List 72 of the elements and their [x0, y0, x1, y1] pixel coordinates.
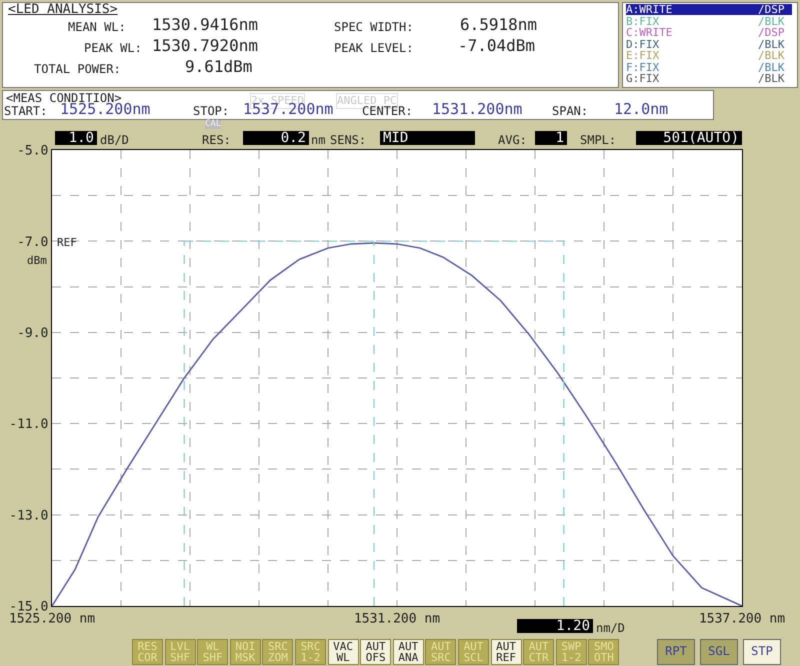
chart-title: <LED ANALYSIS> [8, 2, 118, 17]
text: dB/D [100, 133, 129, 147]
text: 6.5918nm [460, 15, 538, 34]
y-tick-label: -5.0 [17, 144, 48, 159]
text: VAC WL [328, 639, 359, 665]
text: 501(AUTO) [636, 130, 742, 146]
text: SRC ZOM [262, 639, 294, 665]
text: RES: [202, 133, 231, 147]
text: AUT CTR [523, 639, 554, 665]
text: NOI MSK [230, 639, 261, 665]
text: AUT OFS [360, 639, 392, 665]
text: AUT ANA [392, 639, 424, 665]
text: nm/D [596, 621, 625, 635]
y-tick-label: -11.0 [9, 417, 48, 432]
text: A:WRITE [626, 3, 672, 16]
text: MEAN WL: [68, 20, 126, 34]
text: D:FIX [626, 38, 660, 50]
text: WL SHF [197, 639, 228, 665]
text: 9.61dBm [185, 57, 252, 76]
text: AVG: [498, 133, 527, 147]
text: /BLK [758, 49, 784, 62]
text: PEAK WL: [84, 41, 142, 55]
text: START: [4, 104, 48, 118]
text: /DSP [758, 3, 784, 16]
text: /BLK [758, 38, 784, 50]
text: C:WRITE [626, 26, 672, 39]
text: nm [311, 133, 326, 147]
text: MID [380, 130, 475, 146]
text: SRC 1-2 [295, 639, 326, 665]
text: SENS: [330, 133, 366, 147]
text: 1 [535, 130, 567, 146]
y-tick-label: -7.0 [17, 234, 48, 250]
text: SPAN: [552, 104, 588, 118]
text: /BLK [758, 60, 784, 74]
text: 1.20 [517, 618, 593, 634]
text: RPT [657, 639, 695, 665]
text: 1530.7920nm [152, 36, 258, 55]
text: E:FIX [626, 49, 660, 62]
text: SPEC WIDTH: [334, 20, 414, 34]
text: PEAK LEVEL: [334, 41, 414, 55]
text: TOTAL POWER: [34, 62, 121, 76]
text: 12.0nm [614, 100, 668, 118]
text: LVL SHF [164, 639, 196, 665]
y-tick-label: -13.0 [9, 508, 48, 524]
text: -7.04dBm [458, 36, 536, 55]
text: /DSP [758, 26, 784, 39]
y-tick-label: -9.0 [17, 326, 48, 341]
text: RES COR [132, 639, 163, 665]
x-tick-label: 1537.200 nm [698, 612, 786, 627]
x-tick-label: 1525.200 nm [8, 612, 96, 627]
text: AUT REF [490, 639, 522, 665]
text: /BLK [758, 72, 784, 85]
text: SMO OTH [588, 639, 620, 665]
text: F:FIX [626, 60, 660, 74]
text: 1530.9416nm [152, 15, 258, 34]
text: SWP 1-2 [556, 639, 587, 665]
x-tick-label: 1531.200 nm [354, 612, 440, 627]
text: /BLK [758, 14, 784, 28]
text: STP [743, 639, 781, 665]
text: 0.2 [243, 130, 309, 146]
text: 1.0 [55, 130, 97, 146]
text: STOP: [193, 104, 230, 118]
text: 1531.200nm [432, 100, 522, 118]
text: SGL [700, 639, 738, 665]
text: AUT SCL [458, 639, 489, 665]
text: B:FIX [626, 14, 660, 28]
text: CAL [205, 119, 222, 129]
annotation: REF [57, 236, 77, 250]
text: dBm [27, 254, 47, 268]
text: AUT SRC [425, 639, 456, 665]
text: G:FIX [626, 72, 660, 85]
text: SMPL: [580, 133, 616, 147]
